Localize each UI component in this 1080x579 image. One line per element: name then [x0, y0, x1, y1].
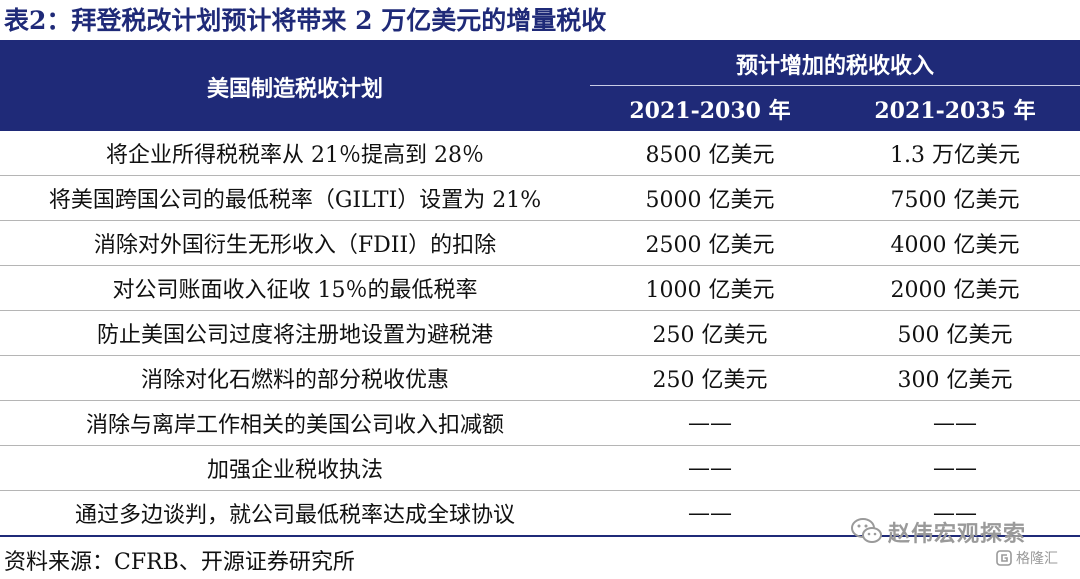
title-rule [0, 40, 1080, 42]
table-row: 消除对化石燃料的部分税收优惠 250 亿美元 300 亿美元 [0, 355, 1080, 401]
table-title: 表2：拜登税改计划预计将带来 2 万亿美元的增量税收 [4, 6, 607, 35]
table-row: 将美国跨国公司的最低税率（GILTI）设置为 21% 5000 亿美元 7500… [0, 175, 1080, 221]
plan-cell: 对公司账面收入征收 15％的最低税率 [0, 265, 590, 311]
table-row: 对公司账面收入征收 15％的最低税率 1000 亿美元 2000 亿美元 [0, 265, 1080, 311]
plan-cell: 将美国跨国公司的最低税率（GILTI）设置为 21% [0, 175, 590, 221]
revenue-2030-cell: 8500 亿美元 [590, 131, 830, 176]
plan-cell: 加强企业税收执法 [0, 445, 590, 491]
revenue-2035-cell: —— [830, 400, 1080, 446]
revenue-2030-cell: —— [590, 490, 830, 537]
revenue-2035-cell: 2000 亿美元 [830, 265, 1080, 311]
revenue-2035-cell: —— [830, 445, 1080, 491]
table-row: 加强企业税收执法 —— —— [0, 445, 1080, 491]
revenue-2030-cell: 5000 亿美元 [590, 175, 830, 221]
revenue-2035-cell: 4000 亿美元 [830, 220, 1080, 266]
revenue-2030-cell: 250 亿美元 [590, 310, 830, 356]
plan-cell: 防止美国公司过度将注册地设置为避税港 [0, 310, 590, 356]
revenue-2035-cell: 1.3 万亿美元 [830, 131, 1080, 176]
watermark-account-name: 赵伟宏观探索 [888, 522, 1027, 547]
revenue-2035-cell: 300 亿美元 [830, 355, 1080, 401]
plan-cell: 通过多边谈判，就公司最低税率达成全球协议 [0, 490, 590, 537]
revenue-2030-cell: 250 亿美元 [590, 355, 830, 401]
plan-cell: 消除对化石燃料的部分税收优惠 [0, 355, 590, 401]
table-row: 防止美国公司过度将注册地设置为避税港 250 亿美元 500 亿美元 [0, 310, 1080, 356]
revenue-2035-cell: 500 亿美元 [830, 310, 1080, 356]
revenue-2035-cell: 7500 亿美元 [830, 175, 1080, 221]
plan-cell: 消除与离岸工作相关的美国公司收入扣减额 [0, 400, 590, 446]
source-note: 资料来源：CFRB、开源证券研究所 [4, 550, 355, 575]
tax-plan-table: 美国制造税收计划 预计增加的税收收入 2021-2030 年 2021-2035… [0, 42, 1080, 537]
plan-cell: 将企业所得税税率从 21％提高到 28％ [0, 131, 590, 176]
wechat-icon [851, 518, 882, 543]
table-row: 消除对外国衍生无形收入（FDII）的扣除 2500 亿美元 4000 亿美元 [0, 220, 1080, 266]
revenue-2030-cell: 1000 亿美元 [590, 265, 830, 311]
table-row: 通过多边谈判，就公司最低税率达成全球协议 —— —— [0, 490, 1080, 537]
revenue-2030-cell: —— [590, 445, 830, 491]
revenue-2030-cell: 2500 亿美元 [590, 220, 830, 266]
revenue-2030-cell: —— [590, 400, 830, 446]
header-period: 预计增加的税收收入 [590, 42, 1080, 86]
header-year-2035: 2021-2035 年 [830, 85, 1080, 131]
table-row: 将企业所得税税率从 21％提高到 28％ 8500 亿美元 1.3 万亿美元 [0, 131, 1080, 176]
watermark-site-name: 格隆汇 [1016, 551, 1058, 567]
gelonghui-logo-icon [996, 550, 1012, 566]
watermark: 赵伟宏观探索 格隆汇 [848, 510, 1076, 576]
revenue-2035-cell: —— [830, 490, 1080, 537]
table-row: 消除与离岸工作相关的美国公司收入扣减额 —— —— [0, 400, 1080, 446]
header-year-2030: 2021-2030 年 [590, 85, 830, 131]
plan-cell: 消除对外国衍生无形收入（FDII）的扣除 [0, 220, 590, 266]
header-plan: 美国制造税收计划 [0, 42, 590, 131]
